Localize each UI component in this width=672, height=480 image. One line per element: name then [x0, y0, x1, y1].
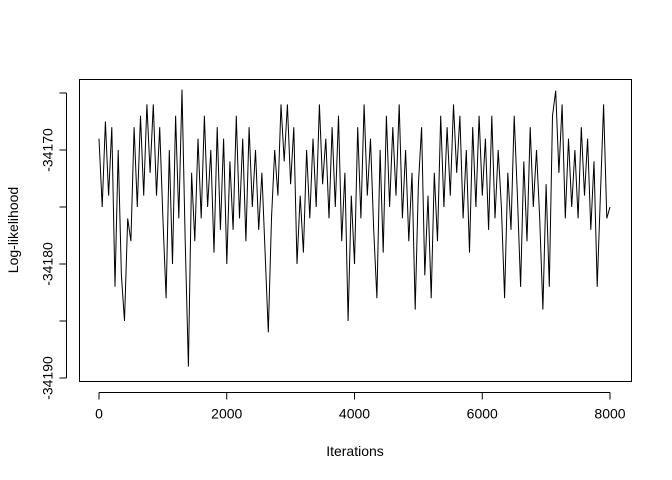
series-layer: [98, 89, 611, 367]
x-tick-label: 2000: [211, 406, 242, 422]
x-axis-label: Iterations: [326, 443, 384, 459]
x-tick-label: 6000: [467, 406, 498, 422]
plot-box: [79, 79, 632, 382]
y-tick-label: -34190: [40, 356, 56, 400]
x-tick-label: 8000: [594, 406, 625, 422]
x-tick-label: 0: [95, 406, 103, 422]
y-tick-label: -34170: [40, 128, 56, 172]
x-tick-label: 4000: [339, 406, 370, 422]
x-axis: 0 2000 4000 6000 8000: [95, 392, 626, 422]
y-axis: -34190 -34180 -34170: [40, 92, 67, 400]
y-tick-label: -34180: [40, 242, 56, 286]
trace-line-0: [98, 89, 611, 367]
y-axis-label: Log-likelihood: [5, 187, 21, 273]
